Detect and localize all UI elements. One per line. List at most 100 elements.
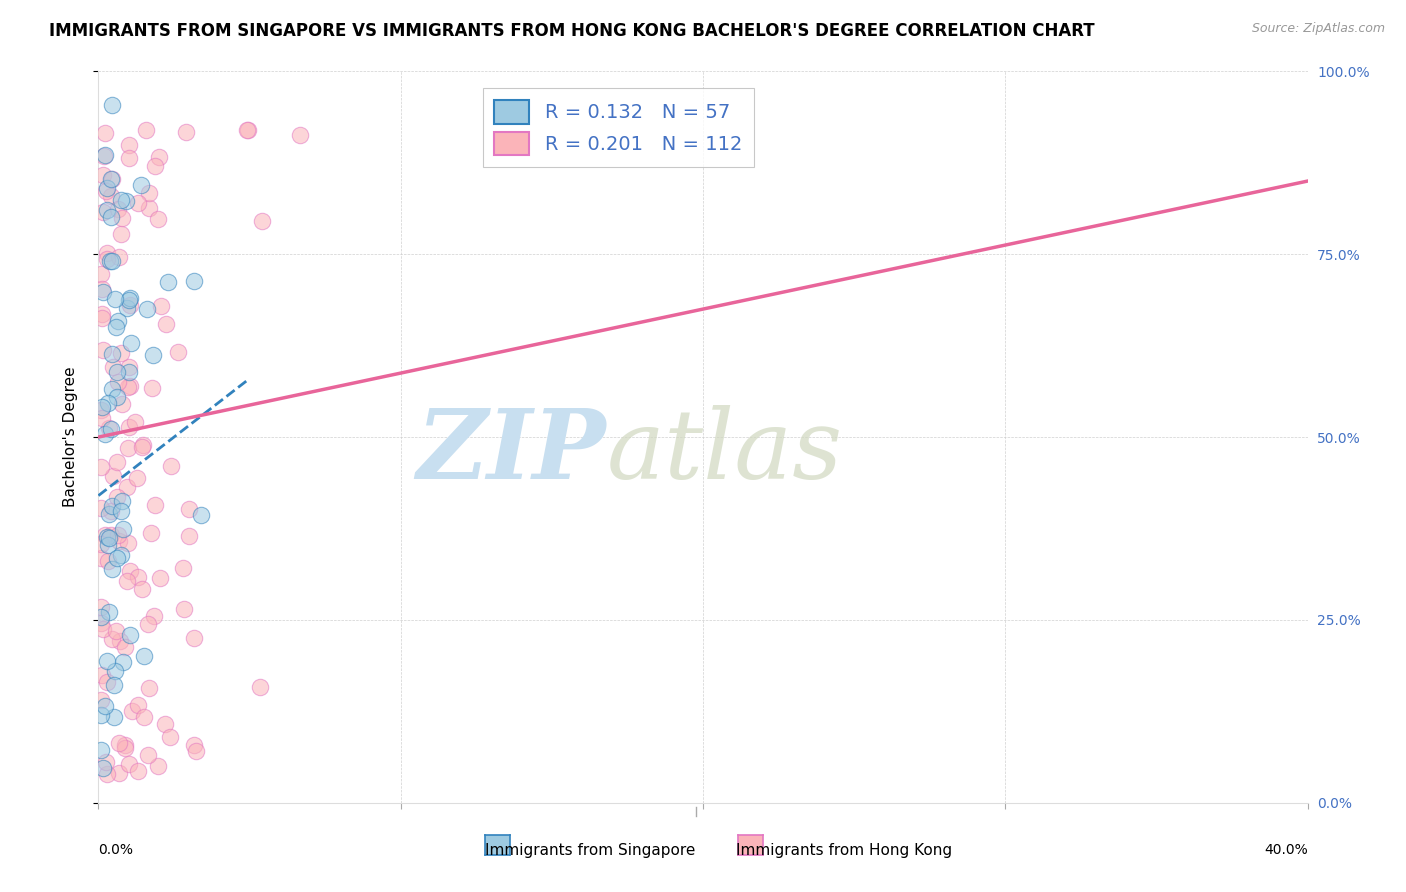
Text: 40.0%: 40.0% <box>1264 843 1308 857</box>
Point <box>90 550 112 565</box>
Point <box>111 397 134 411</box>
Point <box>108 533 131 548</box>
Point <box>100 172 122 186</box>
Point <box>115 574 138 589</box>
Point <box>131 582 153 597</box>
Point <box>118 564 141 578</box>
Point <box>110 549 132 563</box>
Point <box>121 704 143 718</box>
Point <box>101 382 124 396</box>
Point <box>104 624 127 638</box>
Point <box>105 455 128 469</box>
Point <box>111 655 134 669</box>
Point <box>141 381 163 395</box>
Point <box>103 469 125 483</box>
Point <box>90 268 112 282</box>
Point <box>90 743 112 757</box>
Point <box>159 730 181 744</box>
Point <box>138 186 160 201</box>
Point <box>236 123 259 137</box>
Point <box>117 536 139 550</box>
Point <box>136 617 159 632</box>
Point <box>173 602 195 616</box>
Point <box>134 710 156 724</box>
Point <box>93 205 115 219</box>
Point <box>91 343 114 357</box>
Point <box>94 699 117 714</box>
Point <box>125 471 148 485</box>
Point <box>183 274 205 288</box>
Point <box>107 551 129 566</box>
Point <box>120 298 142 312</box>
Point <box>100 210 122 224</box>
Point <box>91 622 114 636</box>
Point <box>138 201 160 215</box>
Point <box>153 717 176 731</box>
Point <box>91 285 114 299</box>
Point <box>111 522 134 536</box>
Point <box>96 767 118 781</box>
Point <box>90 667 112 681</box>
Point <box>149 299 172 313</box>
Point <box>111 211 134 226</box>
Point <box>117 360 139 375</box>
Point <box>129 178 152 193</box>
Text: ZIP: ZIP <box>416 405 606 499</box>
Point <box>110 193 132 207</box>
Point <box>190 508 212 522</box>
Point <box>101 500 124 514</box>
Point <box>249 681 271 695</box>
Point <box>93 148 115 162</box>
Point <box>90 460 112 475</box>
Point <box>90 708 112 723</box>
Point <box>101 562 124 576</box>
Text: Immigrants from Singapore: Immigrants from Singapore <box>485 843 696 858</box>
Point <box>148 150 170 164</box>
Point <box>91 761 114 775</box>
Point <box>110 504 132 518</box>
Text: atlas: atlas <box>606 405 842 499</box>
Point <box>97 538 120 552</box>
Point <box>96 181 118 195</box>
Point <box>179 502 201 516</box>
Point <box>96 530 118 544</box>
Point <box>118 420 141 434</box>
Point <box>90 282 112 296</box>
Point <box>148 211 170 226</box>
Point <box>160 458 183 473</box>
Point <box>115 480 138 494</box>
Point <box>101 97 124 112</box>
Point <box>139 525 162 540</box>
Point <box>96 675 118 690</box>
Point <box>136 301 159 316</box>
Point <box>236 123 259 137</box>
Point <box>110 227 132 242</box>
Point <box>184 744 207 758</box>
Point <box>90 310 112 325</box>
Point <box>94 184 117 198</box>
Text: IMMIGRANTS FROM SINGAPORE VS IMMIGRANTS FROM HONG KONG BACHELOR'S DEGREE CORRELA: IMMIGRANTS FROM SINGAPORE VS IMMIGRANTS … <box>49 22 1095 40</box>
Point <box>110 346 132 360</box>
Point <box>103 359 125 374</box>
Point <box>104 664 127 678</box>
Point <box>135 123 157 137</box>
Y-axis label: Bachelor's Degree: Bachelor's Degree <box>63 367 77 508</box>
Point <box>127 196 149 211</box>
Point <box>288 128 311 142</box>
Point <box>118 757 141 772</box>
Point <box>96 203 118 218</box>
Point <box>127 698 149 712</box>
Point <box>114 738 136 752</box>
Point <box>107 250 129 264</box>
Point <box>138 681 160 696</box>
Point <box>118 365 141 379</box>
Point <box>100 189 122 203</box>
Point <box>105 320 128 334</box>
Point <box>108 766 131 780</box>
Point <box>118 291 141 305</box>
Point <box>183 739 205 753</box>
Text: Source: ZipAtlas.com: Source: ZipAtlas.com <box>1251 22 1385 36</box>
Point <box>91 411 114 425</box>
Point <box>118 628 141 642</box>
Point <box>100 632 122 646</box>
